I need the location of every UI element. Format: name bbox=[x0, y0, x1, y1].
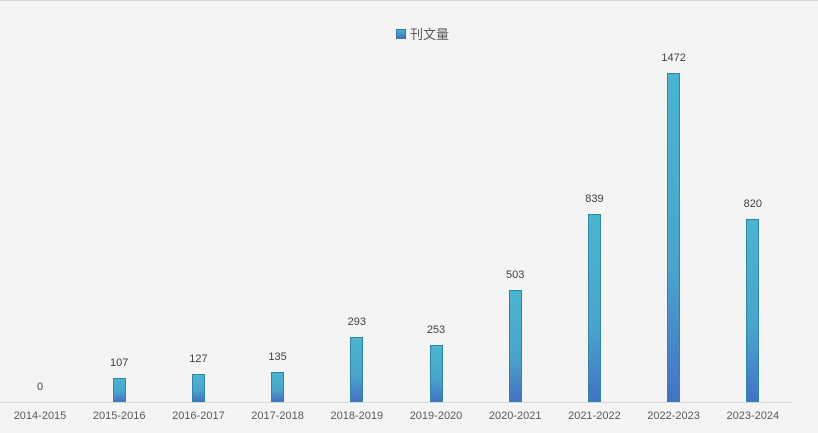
data-label: 135 bbox=[268, 351, 287, 363]
x-axis-line bbox=[0, 402, 792, 403]
data-label: 503 bbox=[506, 269, 525, 281]
bar bbox=[112, 378, 126, 402]
bar bbox=[587, 214, 601, 402]
data-label: 839 bbox=[585, 193, 604, 205]
x-tick-label: 2018-2019 bbox=[330, 410, 384, 422]
bar bbox=[429, 345, 443, 402]
data-label: 107 bbox=[110, 357, 129, 369]
x-tick-label: 2020-2021 bbox=[488, 410, 542, 422]
x-tick-label: 2023-2024 bbox=[726, 410, 780, 422]
x-tick-label: 2014-2015 bbox=[13, 410, 67, 422]
data-label: 820 bbox=[743, 198, 762, 210]
legend-swatch-icon bbox=[396, 28, 406, 39]
chart-legend: 刊文量 bbox=[396, 24, 449, 43]
top-border bbox=[0, 0, 818, 1]
bar bbox=[667, 73, 681, 402]
bar bbox=[746, 219, 760, 402]
x-tick-label: 2019-2020 bbox=[409, 410, 463, 422]
x-tick-label: 2015-2016 bbox=[92, 410, 146, 422]
x-tick-label: 2017-2018 bbox=[251, 410, 304, 422]
data-label: 0 bbox=[36, 381, 44, 393]
legend-label: 刊文量 bbox=[410, 27, 450, 42]
data-label: 293 bbox=[347, 316, 366, 328]
data-label: 127 bbox=[189, 353, 208, 365]
bar bbox=[271, 372, 285, 402]
data-label: 1472 bbox=[661, 52, 686, 64]
bar bbox=[191, 374, 205, 402]
bar bbox=[350, 337, 364, 402]
data-label: 253 bbox=[426, 324, 446, 336]
x-tick-label: 2016-2017 bbox=[172, 410, 225, 422]
x-tick-label: 2021-2022 bbox=[568, 410, 621, 422]
x-tick-label: 2022-2023 bbox=[647, 410, 700, 422]
bar bbox=[508, 290, 522, 402]
